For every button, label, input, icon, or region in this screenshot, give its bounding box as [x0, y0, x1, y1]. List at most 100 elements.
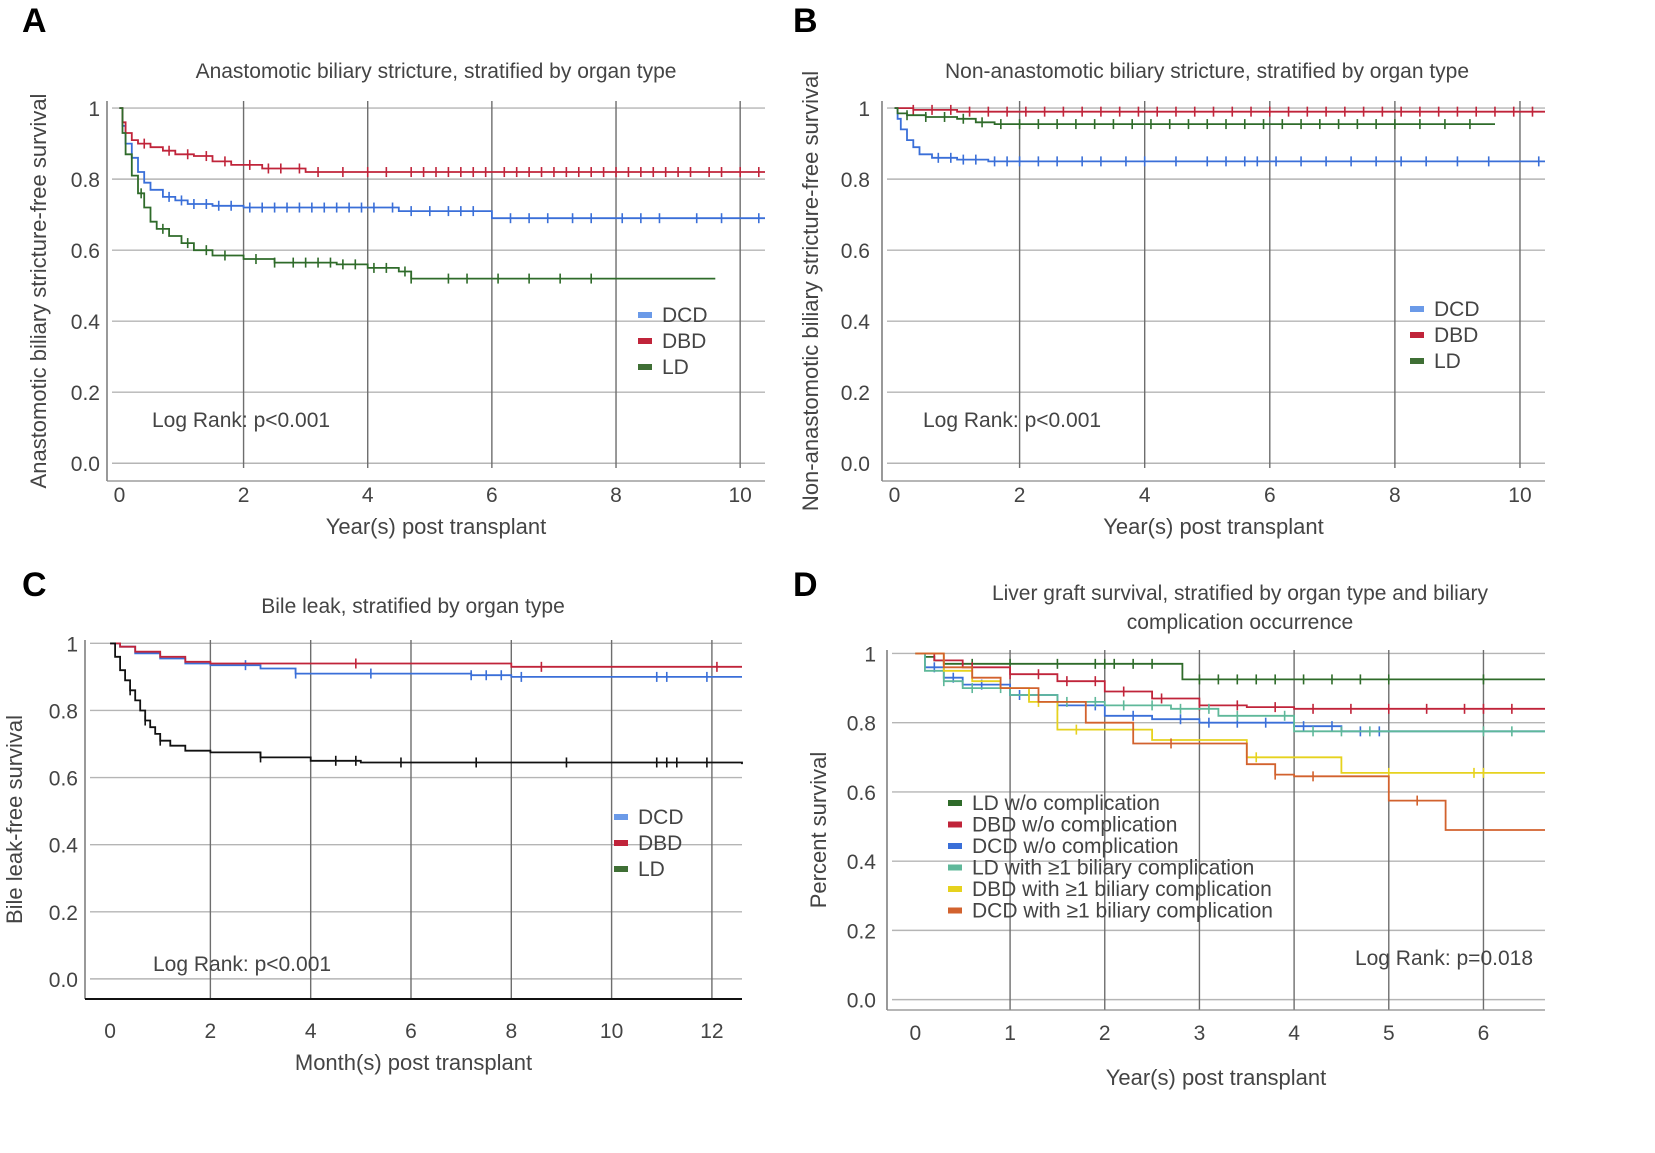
- x-tick-label: 6: [1264, 484, 1276, 507]
- x-tick-label: 6: [1478, 1022, 1490, 1045]
- legend-label: DBD w/o complication: [972, 814, 1177, 837]
- y-tick-label: 0.4: [71, 311, 101, 334]
- y-tick-label: 0.6: [841, 240, 870, 263]
- legend-label: LD: [638, 858, 665, 881]
- y-tick-label: 1: [858, 98, 870, 121]
- log-rank-annotation: Log Rank: p=0.018: [1355, 947, 1533, 970]
- x-tick-label: 8: [610, 484, 622, 507]
- chart-panel-d: D Liver graft survival, stratified by org…: [793, 566, 1545, 1090]
- x-tick-label: 4: [1288, 1022, 1300, 1045]
- series-line-dbd: [894, 107, 1545, 113]
- series-line-dcd: [110, 642, 742, 678]
- legend-swatch: [614, 814, 628, 820]
- y-axis-label: Non-anastomotic biliary stricture-free s…: [798, 71, 823, 511]
- y-tick-label: 0.0: [49, 969, 78, 992]
- legend-swatch: [638, 364, 652, 370]
- x-tick-label: 6: [405, 1020, 417, 1043]
- legend-label: DCD: [1434, 298, 1480, 321]
- x-tick-label: 4: [305, 1020, 317, 1043]
- legend: DCD DBD LD: [1410, 298, 1480, 373]
- legend-swatch: [614, 866, 628, 872]
- chart-panel-c: C Bile leak, stratified by organ type 0.0 0…: [2, 566, 743, 1075]
- y-tick-label: 0.2: [71, 382, 100, 405]
- y-tick-label: 0.6: [71, 240, 100, 263]
- legend-label: DBD: [662, 330, 706, 353]
- legend-swatch: [1410, 306, 1424, 312]
- x-axis-label: Year(s) post transplant: [1106, 1065, 1327, 1090]
- x-tick-label: 6: [486, 484, 498, 507]
- x-tick-label: 2: [1014, 484, 1026, 507]
- y-tick-label: 0.8: [49, 700, 78, 723]
- x-tick-label: 0: [910, 1022, 922, 1045]
- x-tick-label: 5: [1383, 1022, 1395, 1045]
- x-tick-label: 10: [1508, 484, 1531, 507]
- series-line-dcd: [894, 107, 1545, 163]
- series-line-dbd: [110, 642, 742, 668]
- y-tick-label: 0.4: [49, 835, 79, 858]
- legend-swatch: [948, 843, 962, 849]
- x-axis-label: Year(s) post transplant: [1103, 514, 1324, 539]
- x-tick-label: 3: [1194, 1022, 1206, 1045]
- x-tick-label: 0: [889, 484, 901, 507]
- series-line-dbd: [915, 652, 1545, 710]
- series-line-dcd: [119, 107, 765, 220]
- log-rank-annotation: Log Rank: p<0.001: [153, 953, 331, 976]
- x-tick-label: 2: [1099, 1022, 1111, 1045]
- legend-swatch: [1410, 358, 1424, 364]
- x-tick-label: 1: [1004, 1022, 1016, 1045]
- x-tick-label: 4: [362, 484, 374, 507]
- legend-label: DBD: [1434, 324, 1478, 347]
- chart-panel-a: A Anastomotic biliary stricture, stratifi…: [22, 2, 765, 539]
- chart-title-line: Liver graft survival, stratified by orga…: [992, 582, 1489, 605]
- y-axis-label: Bile leak-free survival: [2, 715, 27, 924]
- y-tick-label: 0.0: [71, 453, 100, 476]
- legend-label: DCD with ≥1 biliary complication: [972, 900, 1273, 923]
- legend-swatch: [1410, 332, 1424, 338]
- panel-letter: C: [22, 566, 47, 604]
- y-tick-label: 0.8: [841, 169, 870, 192]
- x-tick-label: 0: [104, 1020, 116, 1043]
- legend-label: DBD: [638, 832, 682, 855]
- legend-swatch: [948, 907, 962, 914]
- y-tick-label: 1: [66, 633, 78, 656]
- x-tick-label: 10: [728, 484, 751, 507]
- legend-swatch: [638, 312, 652, 318]
- y-axis-label: Percent survival: [806, 752, 831, 909]
- y-tick-label: 0.8: [71, 169, 100, 192]
- legend-swatch: [638, 338, 652, 344]
- legend-swatch: [948, 864, 962, 871]
- x-tick-label: 8: [505, 1020, 517, 1043]
- x-tick-label: 12: [700, 1020, 723, 1043]
- panel-letter: A: [22, 2, 47, 40]
- x-tick-label: 0: [114, 484, 126, 507]
- chart-title-line: complication occurrence: [1127, 611, 1353, 634]
- y-tick-label: 0.6: [49, 768, 78, 791]
- x-tick-label: 2: [238, 484, 250, 507]
- y-tick-label: 0.0: [847, 990, 876, 1013]
- chart-title: Non-anastomotic biliary stricture, strat…: [945, 60, 1469, 83]
- series-line-dcd_comp: [915, 652, 1545, 831]
- y-tick-label: 0.2: [49, 902, 78, 925]
- y-tick-label: 0.4: [841, 311, 871, 334]
- series-line-ld_comp: [915, 652, 1545, 733]
- x-tick-label: 4: [1139, 484, 1151, 507]
- legend-label: LD: [1434, 350, 1461, 373]
- series-line-dbd: [119, 107, 765, 173]
- x-tick-label: 8: [1389, 484, 1401, 507]
- y-tick-label: 0.6: [847, 782, 876, 805]
- series-line-ld: [894, 107, 1495, 125]
- y-tick-label: 0.2: [841, 382, 870, 405]
- legend-swatch: [614, 840, 628, 846]
- chart-title: Bile leak, stratified by organ type: [261, 595, 565, 618]
- x-tick-label: 2: [205, 1020, 217, 1043]
- x-tick-label: 10: [600, 1020, 623, 1043]
- legend-label: LD: [662, 356, 689, 379]
- legend-swatch: [948, 821, 962, 828]
- panel-letter: B: [793, 2, 818, 40]
- log-rank-annotation: Log Rank: p<0.001: [152, 409, 330, 432]
- chart-title: Anastomotic biliary stricture, stratifie…: [196, 60, 677, 83]
- series-line-ld_black: [110, 642, 743, 765]
- legend-label: LD w/o complication: [972, 792, 1160, 815]
